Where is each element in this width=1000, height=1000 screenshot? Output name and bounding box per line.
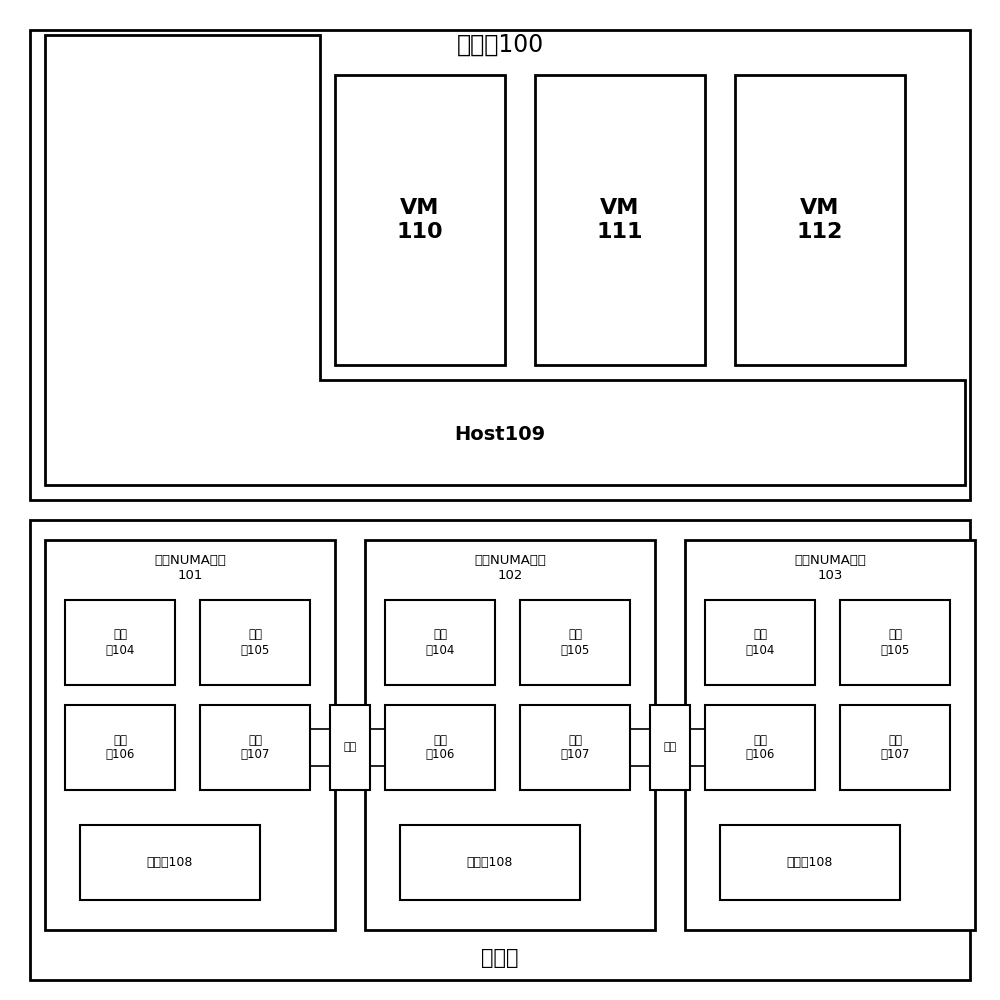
Bar [80, 825, 260, 900]
Bar [705, 600, 815, 685]
Text: 处理
器106: 处理 器106 [425, 734, 455, 762]
Text: 处理
器106: 处理 器106 [105, 734, 135, 762]
Bar [200, 600, 310, 685]
Bar [65, 600, 175, 685]
Text: 物理机100: 物理机100 [456, 33, 544, 57]
Text: 处理
器106: 处理 器106 [745, 734, 775, 762]
Text: 处理
器107: 处理 器107 [560, 734, 590, 762]
Text: VM
111: VM 111 [597, 198, 643, 242]
Text: 处理
器107: 处理 器107 [240, 734, 270, 762]
Bar [650, 705, 690, 790]
Bar [735, 75, 905, 365]
Bar [840, 705, 950, 790]
Text: Host109: Host109 [454, 426, 546, 444]
Bar [45, 540, 335, 930]
Text: 硬件层: 硬件层 [481, 948, 519, 968]
Bar [385, 600, 495, 685]
Text: 处理
器107: 处理 器107 [880, 734, 910, 762]
Text: 处理
器105: 处理 器105 [560, 629, 590, 656]
Text: 存储器108: 存储器108 [467, 856, 513, 869]
Text: 物理NUMA节点
102: 物理NUMA节点 102 [474, 554, 546, 582]
Bar [520, 705, 630, 790]
Text: 存储器108: 存储器108 [147, 856, 193, 869]
Bar [30, 30, 970, 500]
Bar [330, 705, 370, 790]
Text: 存储器108: 存储器108 [787, 856, 833, 869]
Text: 处理
器104: 处理 器104 [105, 629, 135, 656]
Bar [385, 705, 495, 790]
Bar [720, 825, 900, 900]
Text: 互连: 互连 [663, 742, 677, 752]
Text: VM
112: VM 112 [797, 198, 843, 242]
Bar [30, 520, 970, 980]
Text: 处理
器105: 处理 器105 [240, 629, 270, 656]
Text: 处理
器104: 处理 器104 [425, 629, 455, 656]
Bar [840, 600, 950, 685]
Bar [685, 540, 975, 930]
Text: 互连: 互连 [343, 742, 357, 752]
Bar [520, 600, 630, 685]
Bar [400, 825, 580, 900]
Bar [535, 75, 705, 365]
Text: 物理NUMA节点
103: 物理NUMA节点 103 [794, 554, 866, 582]
Bar [705, 705, 815, 790]
Bar [200, 705, 310, 790]
Text: 处理
器104: 处理 器104 [745, 629, 775, 656]
Text: 处理
器105: 处理 器105 [880, 629, 910, 656]
Bar [65, 705, 175, 790]
Bar [335, 75, 505, 365]
Text: VM
110: VM 110 [397, 198, 443, 242]
Text: 物理NUMA节点
101: 物理NUMA节点 101 [154, 554, 226, 582]
Bar [365, 540, 655, 930]
